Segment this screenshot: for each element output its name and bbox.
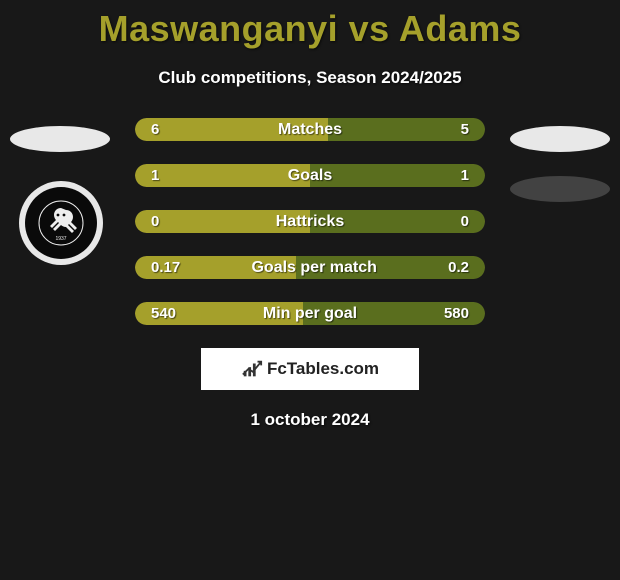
stat-value-left: 1 [135, 167, 159, 184]
stat-value-right: 580 [444, 305, 485, 322]
stat-value-left: 6 [135, 121, 159, 138]
stat-row: 0.17Goals per match0.2 [135, 256, 485, 279]
stat-value-right: 0 [461, 213, 485, 230]
footer-brand-box: FcTables.com [201, 348, 419, 390]
stat-value-left: 0.17 [135, 259, 180, 276]
stat-rows: 6Matches5 1Goals1 0Hattricks0 0.17Goals per… [135, 118, 485, 325]
stat-value-left: 540 [135, 305, 176, 322]
svg-text:1937: 1937 [55, 236, 66, 242]
stat-value-right: 0.2 [448, 259, 485, 276]
stat-value-right: 1 [461, 167, 485, 184]
chart-icon [241, 358, 263, 380]
stat-label: Hattricks [159, 213, 460, 231]
player-right-shape-top [510, 126, 610, 152]
stat-value-right: 5 [461, 121, 485, 138]
stat-row: 6Matches5 [135, 118, 485, 141]
pirates-icon: 1937 [38, 200, 84, 246]
comparison-chart: 1937 6Matches51Goals10Hattricks00.17Goal… [0, 118, 620, 325]
stat-row: 1Goals1 [135, 164, 485, 187]
brand-label: FcTables.com [267, 359, 379, 379]
subtitle: Club competitions, Season 2024/2025 [0, 68, 620, 88]
stat-label: Goals [159, 167, 460, 185]
page-title: Maswanganyi vs Adams [0, 0, 620, 50]
date-label: 1 october 2024 [0, 410, 620, 430]
player-left-shape [10, 126, 110, 152]
stat-label: Goals per match [180, 259, 448, 277]
stat-value-left: 0 [135, 213, 159, 230]
club-badge: 1937 [19, 181, 103, 265]
stat-row: 0Hattricks0 [135, 210, 485, 233]
stat-label: Min per goal [176, 305, 444, 323]
club-badge-inner: 1937 [25, 187, 97, 259]
stat-label: Matches [159, 121, 460, 139]
stat-row: 540Min per goal580 [135, 302, 485, 325]
player-right-shape-mid [510, 176, 610, 202]
